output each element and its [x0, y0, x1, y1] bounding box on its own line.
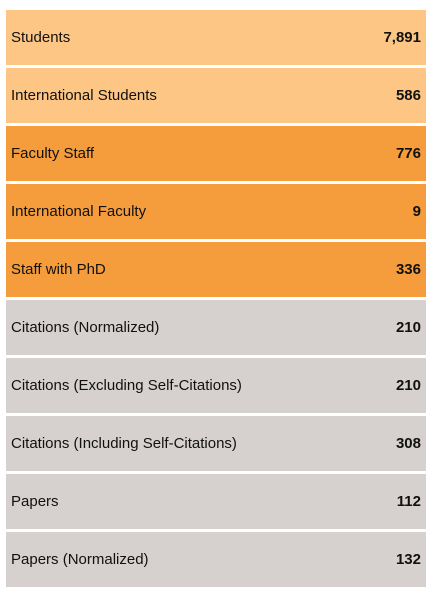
- stat-row-students: Students 7,891: [6, 10, 426, 66]
- stat-row-citations-normalized: Citations (Normalized) 210: [6, 300, 426, 356]
- stat-label: International Faculty: [11, 203, 147, 220]
- stat-label: Citations (Excluding Self-Citations): [11, 377, 242, 394]
- stat-label: Students: [11, 29, 71, 46]
- stat-value: 210: [395, 377, 421, 394]
- stat-row-staff-with-phd: Staff with PhD 336: [6, 242, 426, 298]
- stat-value: 308: [395, 435, 421, 452]
- stat-label: Staff with PhD: [11, 261, 106, 278]
- stat-row-citations-including-self: Citations (Including Self-Citations) 308: [6, 416, 426, 472]
- stat-value: 112: [396, 493, 421, 510]
- stat-label: International Students: [11, 87, 157, 104]
- stat-row-international-students: International Students 586: [6, 68, 426, 124]
- stat-row-papers-normalized: Papers (Normalized) 132: [6, 532, 426, 588]
- stat-row-citations-excluding-self: Citations (Excluding Self-Citations) 210: [6, 358, 426, 414]
- stat-label: Papers (Normalized): [11, 551, 149, 568]
- stat-value: 586: [395, 87, 421, 104]
- stat-label: Citations (Including Self-Citations): [11, 435, 237, 452]
- stat-value: 336: [395, 261, 421, 278]
- stat-value: 210: [395, 319, 421, 336]
- stat-value: 9: [412, 203, 421, 220]
- stat-row-papers: Papers 112: [6, 474, 426, 530]
- stat-value: 7,891: [383, 29, 421, 46]
- stat-label: Faculty Staff: [11, 145, 95, 162]
- stats-list: Students 7,891 International Students 58…: [6, 10, 426, 590]
- stat-value: 776: [395, 145, 421, 162]
- stat-label: Citations (Normalized): [11, 319, 160, 336]
- stat-label: Papers: [11, 493, 59, 510]
- stat-value: 132: [395, 551, 421, 568]
- stat-row-faculty-staff: Faculty Staff 776: [6, 126, 426, 182]
- stat-row-international-faculty: International Faculty 9: [6, 184, 426, 240]
